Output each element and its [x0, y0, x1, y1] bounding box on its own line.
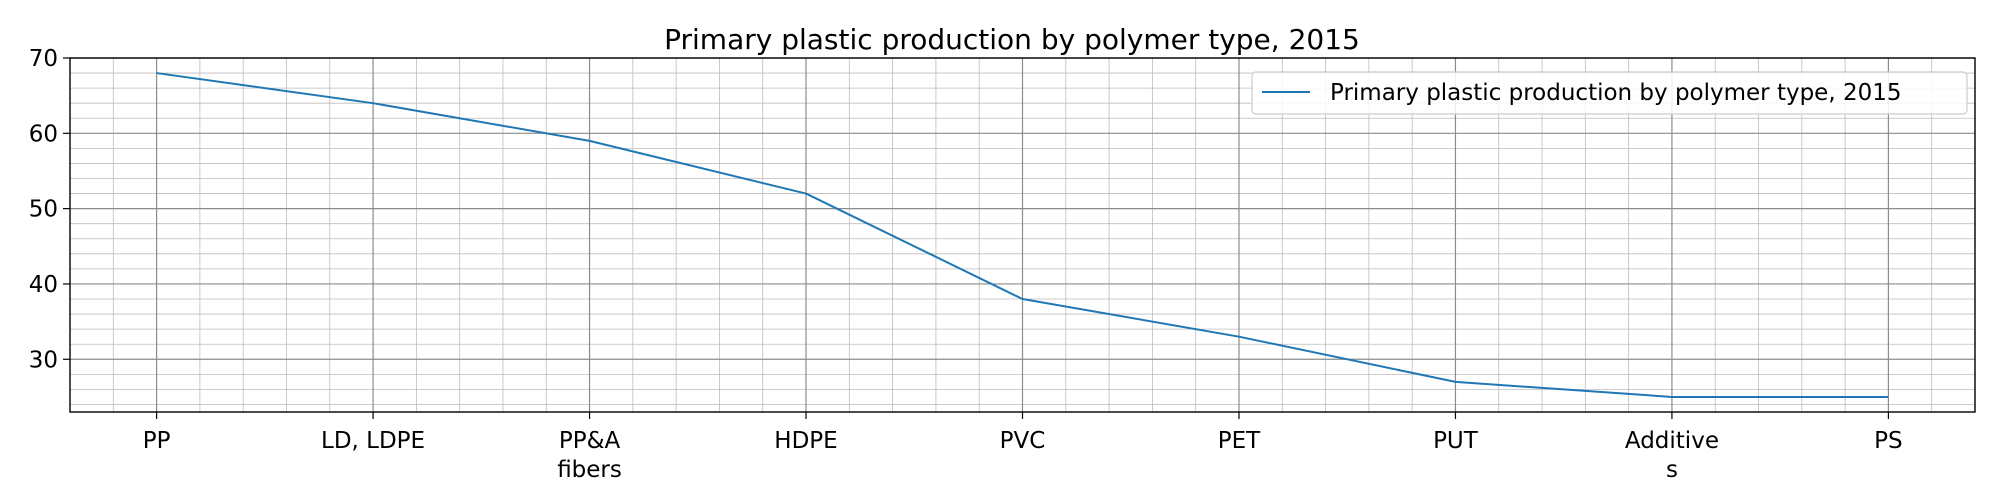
x-tick-label: PVC — [1000, 428, 1046, 454]
legend-box — [1251, 71, 1968, 115]
x-axis: PP LD, LDPE PP&A fibers HDPE PVC PET PUT Additiv… — [143, 412, 1903, 483]
x-tick-label: PUT — [1433, 428, 1479, 454]
y-tick-label: 50 — [29, 197, 58, 223]
y-tick-label: 30 — [29, 347, 58, 373]
x-tick-label: PP&A fibers — [557, 428, 622, 483]
legend: Primary plastic production by polymer ty… — [1251, 71, 1968, 115]
y-tick-label: 60 — [29, 121, 58, 147]
x-tick-label: PS — [1874, 428, 1902, 454]
series-group — [156, 72, 1889, 398]
chart-title: Primary plastic production by polymer ty… — [664, 23, 1360, 56]
x-tick-label: PP — [143, 428, 171, 454]
y-tick-label: 40 — [29, 272, 58, 298]
y-tick-label: 70 — [29, 46, 58, 72]
series-line — [156, 72, 1889, 398]
x-tick-label: LD, LDPE — [321, 428, 425, 454]
x-tick-label: Additive s — [1625, 428, 1719, 483]
grid-lines — [70, 57, 1975, 412]
y-axis: 30 40 50 60 70 — [29, 46, 70, 373]
legend-label: Primary plastic production by polymer ty… — [1330, 80, 1902, 106]
x-tick-label: HDPE — [774, 428, 837, 454]
x-tick-label: PET — [1218, 428, 1261, 454]
